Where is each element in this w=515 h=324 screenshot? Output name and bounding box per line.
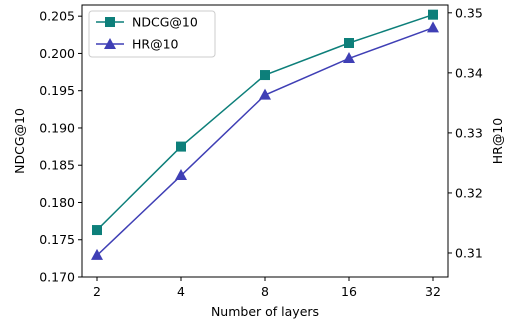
legend-square-marker: [105, 17, 115, 27]
y-left-tick-label: 0.180: [39, 195, 75, 210]
x-tick-label: 32: [425, 284, 441, 299]
x-axis-title: Number of layers: [211, 304, 319, 319]
x-tick-label: 16: [341, 284, 357, 299]
data-point-hr-10: [259, 88, 271, 100]
y-left-tick-label: 0.205: [39, 9, 75, 24]
y-left-tick-label: 0.190: [39, 120, 75, 135]
data-point-hr-10: [343, 51, 355, 63]
y-left-tick-label: 0.170: [39, 270, 75, 285]
data-point-hr-10: [427, 21, 439, 33]
y-left-tick-label: 0.185: [39, 158, 75, 173]
data-point-ndcg-10: [344, 38, 354, 49]
x-tick-label: 4: [177, 284, 185, 299]
data-point-ndcg-10: [260, 70, 270, 81]
y-right-tick-label: 0.33: [455, 125, 483, 140]
y-right-tick-label: 0.35: [455, 5, 483, 20]
y-left-tick-label: 0.195: [39, 83, 75, 98]
ticks-layer: 2 4 8 16 32 0.170 0.175 0.180 0.185 0.190 0.195 0.2…: [39, 5, 483, 299]
y-right-tick-label: 0.32: [455, 185, 483, 200]
y-right-tick-label: 0.31: [455, 245, 483, 260]
legend-triangle-marker: [104, 38, 116, 49]
y-right-tick-label: 0.34: [455, 65, 483, 80]
y-right-axis-title: HR@10: [490, 118, 505, 165]
data-point-hr-10: [175, 169, 187, 181]
data-point-hr-10: [91, 248, 103, 260]
legend: NDCG@10 HR@10: [88, 10, 216, 58]
series-line-hr-10: [96, 27, 434, 256]
data-point-ndcg-10: [176, 141, 186, 152]
legend-entry-hr: HR@10: [96, 37, 179, 52]
plot-frame: [81, 4, 449, 278]
x-tick-label: 2: [93, 284, 101, 299]
y-left-tick-label: 0.200: [39, 46, 75, 61]
legend-entry-ndcg: NDCG@10: [96, 15, 198, 30]
legend-label-hr: HR@10: [132, 37, 179, 52]
data-point-ndcg-10: [428, 9, 438, 20]
series-layer: [91, 9, 439, 260]
y-left-tick-label: 0.175: [39, 232, 75, 247]
x-tick-label: 8: [261, 284, 269, 299]
y-left-axis-title: NDCG@10: [12, 108, 27, 174]
legend-label-ndcg: NDCG@10: [132, 15, 198, 30]
data-point-ndcg-10: [92, 225, 102, 236]
